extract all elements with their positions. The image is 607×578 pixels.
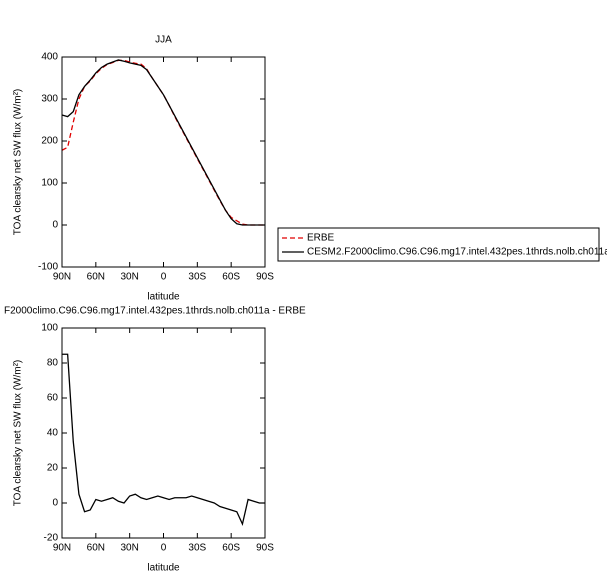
x-tick-label: 30N	[120, 543, 138, 554]
y-tick-label: 0	[52, 498, 58, 509]
y-axis-label: TOA clearsky net SW flux (W/m²)	[13, 360, 24, 507]
y-tick-label: 0	[52, 220, 58, 231]
x-axis-label: latitude	[147, 292, 180, 303]
x-tick-label: 30N	[120, 272, 138, 283]
y-tick-label: 400	[41, 52, 58, 63]
x-tick-label: 30S	[188, 272, 206, 283]
data-line	[62, 353, 265, 527]
x-axis-label: latitude	[147, 563, 180, 574]
legend-label: ERBE	[307, 233, 335, 244]
plot-frame	[61, 56, 266, 268]
y-tick-label: 20	[47, 463, 59, 474]
x-tick-label: 60N	[87, 543, 105, 554]
y-tick-label: 80	[47, 358, 59, 369]
chart-title: F2000climo.C96.C96.mg17.intel.432pes.1th…	[4, 306, 306, 317]
y-tick-label: 100	[41, 178, 58, 189]
x-tick-label: 60N	[87, 272, 105, 283]
x-tick-label: 90N	[53, 543, 71, 554]
x-tick-label: 0	[161, 272, 167, 283]
x-tick-label: 90N	[53, 272, 71, 283]
x-tick-label: 90S	[256, 272, 274, 283]
x-tick-label: 90S	[256, 543, 274, 554]
data-line	[61, 59, 265, 226]
y-tick-label: 300	[41, 94, 58, 105]
y-tick-label: -100	[38, 262, 58, 273]
data-line	[61, 59, 265, 226]
y-tick-label: -20	[44, 533, 59, 544]
x-tick-label: 60S	[222, 543, 240, 554]
y-tick-label: 200	[41, 136, 58, 147]
legend-box	[277, 227, 600, 262]
y-tick-label: 100	[41, 323, 58, 334]
x-tick-label: 60S	[222, 272, 240, 283]
legend-label: CESM2.F2000climo.C96.C96.mg17.intel.432p…	[307, 247, 607, 258]
y-tick-label: 60	[47, 393, 59, 404]
x-tick-label: 30S	[188, 543, 206, 554]
chart-title: JJA	[155, 35, 172, 46]
x-tick-label: 0	[161, 543, 167, 554]
y-axis-label: TOA clearsky net SW flux (W/m²)	[13, 89, 24, 236]
plot-frame	[61, 327, 266, 539]
y-tick-label: 40	[47, 428, 59, 439]
